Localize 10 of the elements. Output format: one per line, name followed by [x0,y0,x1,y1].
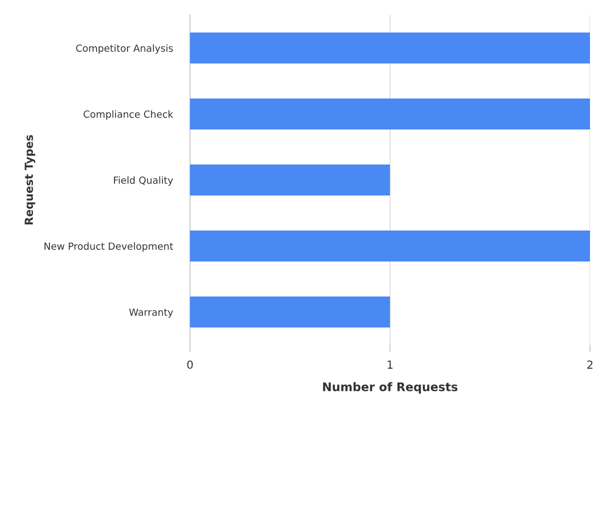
y-tick-label: Compliance Check [84,110,174,120]
x-tick-label: 1 [388,360,393,369]
y-tick-label: Field Quality [114,176,174,186]
y-tick-label: New Product Development [44,242,174,252]
x-tick-label: 2 [587,360,592,369]
y-axis-title: Request Types [24,135,36,224]
x-axis-title: Number of Requests [323,382,458,394]
y-tick-label: Warranty [129,308,174,318]
y-tick-label: Competitor Analysis [76,44,173,54]
x-tick-label: 0 [187,360,193,369]
